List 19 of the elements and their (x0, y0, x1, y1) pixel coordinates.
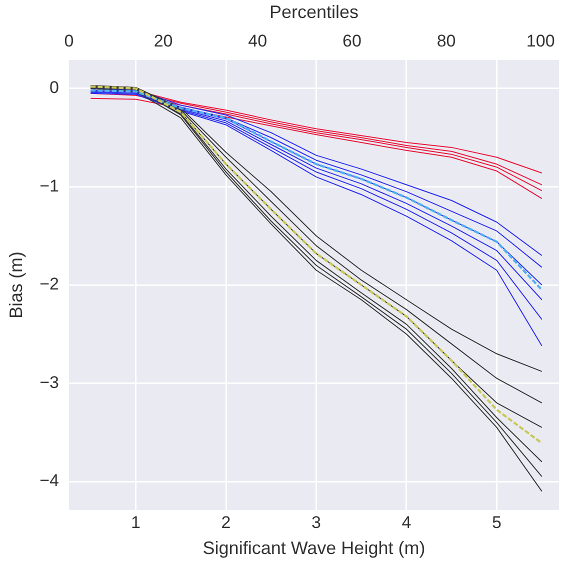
x2-tick-label: 40 (248, 31, 268, 50)
y-tick-label: −2 (40, 274, 59, 294)
x-tick-label: 1 (131, 512, 140, 532)
y-axis-title: Bias (m) (6, 252, 26, 318)
x-axis-title: Significant Wave Height (m) (202, 538, 426, 558)
y-tick-label: −3 (40, 372, 59, 392)
y-tick-label: −1 (40, 176, 59, 196)
x2-tick-label: 0 (64, 31, 74, 50)
y-tick-label: 0 (50, 78, 59, 98)
x2-tick-label: 20 (154, 31, 173, 50)
x2-tick-label: 100 (526, 31, 555, 50)
x2-axis-title: Percentiles (269, 2, 359, 22)
x-tick-label: 2 (221, 512, 231, 532)
x-tick-label: 3 (312, 512, 321, 532)
x-tick-label: 4 (402, 512, 412, 532)
x-tick-label: 5 (492, 512, 502, 532)
x2-tick-label: 60 (342, 31, 362, 50)
x2-tick-label: 80 (436, 31, 456, 50)
y-tick-label: −4 (40, 471, 59, 490)
